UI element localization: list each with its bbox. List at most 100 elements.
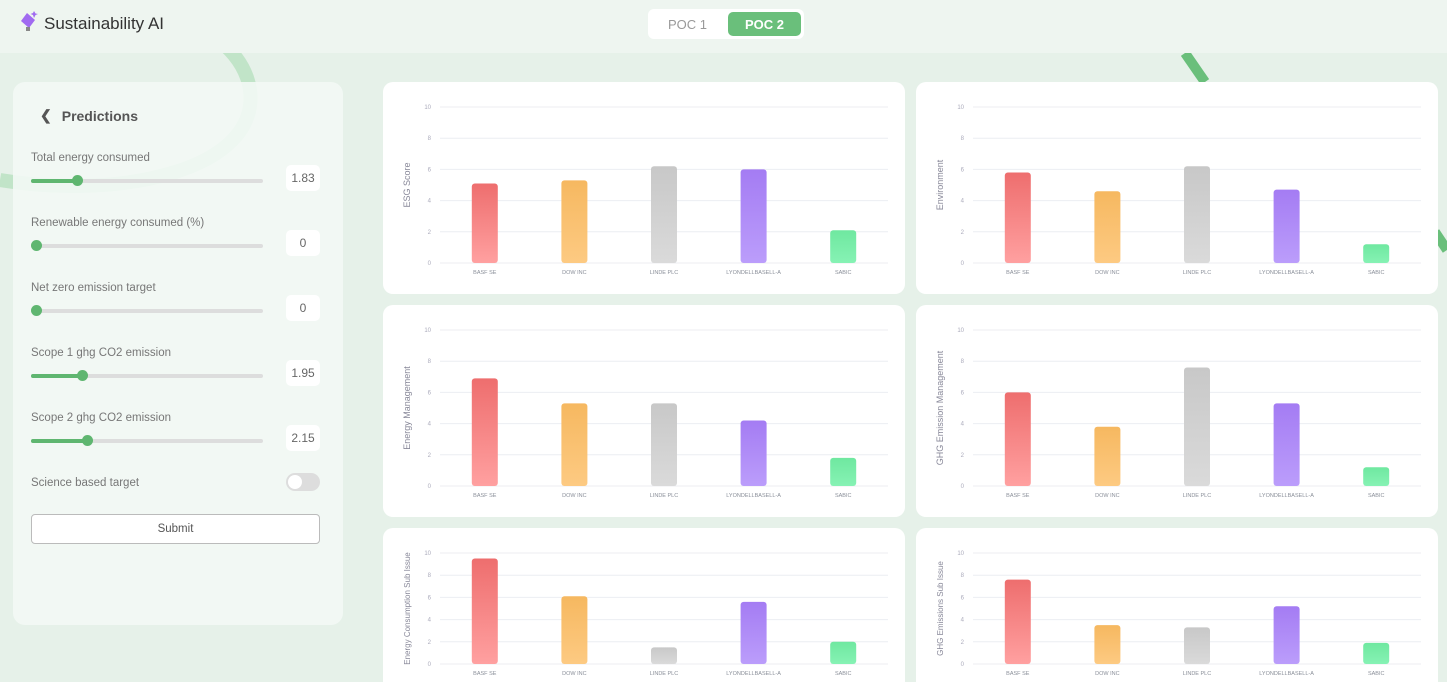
x-tick-label: SABIC [835, 493, 852, 499]
bar-basf-se[interactable] [471, 558, 498, 664]
slider-value-input[interactable]: 1.95 [286, 360, 320, 386]
sparkle-logo-icon [21, 11, 38, 31]
slider-value-input[interactable]: 1.83 [286, 165, 320, 191]
bar-sabic[interactable] [1363, 467, 1390, 486]
y-tick-label: 6 [428, 167, 432, 173]
x-tick-label: SABIC [1368, 493, 1385, 499]
x-tick-label: LYONDELLBASELL-A [726, 493, 781, 499]
slider-value-input[interactable]: 0 [286, 230, 320, 256]
bar-linde-plc[interactable] [651, 403, 677, 486]
y-tick-label: 10 [424, 105, 431, 111]
x-tick-label: BASF SE [473, 493, 497, 499]
slider-label: Scope 2 ghg CO2 emission [31, 412, 171, 424]
bar-lyondellbasell-a[interactable] [740, 420, 767, 486]
slider-label: Scope 1 ghg CO2 emission [31, 347, 171, 359]
y-tick-label: 0 [428, 261, 432, 267]
y-tick-label: 8 [961, 573, 965, 579]
slider-thumb[interactable] [81, 435, 93, 446]
y-tick-label: 4 [428, 422, 432, 428]
y-tick-label: 10 [424, 551, 431, 557]
bar-sabic[interactable] [830, 641, 857, 664]
slider-track[interactable] [31, 370, 263, 381]
tab-poc-1[interactable]: POC 1 [667, 16, 707, 32]
bar-lyondellbasell-a[interactable] [1273, 189, 1300, 263]
bar-dow-inc[interactable] [1094, 426, 1121, 486]
bar-dow-inc[interactable] [1094, 625, 1121, 664]
bar-lyondellbasell-a[interactable] [1273, 606, 1300, 664]
y-axis-label: Environment [935, 159, 945, 210]
bar-sabic[interactable] [1363, 642, 1390, 664]
bar-chart: 0 2 4 6 8 10 Environment BASF SE DOW INC LINDE PL… [935, 105, 1421, 276]
y-tick-label: 6 [961, 390, 965, 396]
slider-label: Total energy consumed [31, 152, 150, 164]
y-axis-label: Energy Consumption Sub Issue [403, 552, 412, 665]
bar-linde-plc[interactable] [651, 166, 677, 263]
bar-lyondellbasell-a[interactable] [740, 169, 767, 263]
slider-track[interactable] [31, 435, 263, 446]
bar-basf-se[interactable] [1004, 579, 1031, 664]
y-tick-label: 0 [961, 662, 965, 668]
slider-value-input[interactable]: 0 [286, 295, 320, 321]
x-tick-label: BASF SE [1006, 671, 1030, 677]
bar-linde-plc[interactable] [651, 647, 677, 664]
slider-thumb[interactable] [31, 305, 42, 316]
slider-fill [31, 179, 78, 183]
y-tick-label: 10 [957, 328, 964, 334]
y-tick-label: 2 [428, 640, 432, 646]
x-tick-label: LYONDELLBASELL-A [1259, 493, 1314, 499]
panel-title: Predictions [61, 107, 138, 124]
y-tick-label: 6 [961, 167, 965, 173]
bar-sabic[interactable] [1363, 244, 1390, 263]
y-tick-label: 8 [428, 573, 432, 579]
slider-track[interactable] [31, 305, 263, 316]
y-tick-label: 6 [961, 595, 965, 601]
bar-basf-se[interactable] [471, 183, 498, 263]
slider-thumb[interactable] [77, 370, 89, 381]
y-tick-label: 2 [961, 230, 965, 236]
bar-dow-inc[interactable] [561, 403, 588, 486]
slider-track[interactable] [31, 240, 263, 251]
bar-basf-se[interactable] [471, 378, 498, 486]
x-tick-label: BASF SE [1006, 270, 1030, 276]
bar-chart: 0 2 4 6 8 10 Energy Consumption Sub Issue BASF … [403, 551, 888, 677]
bar-basf-se[interactable] [1004, 392, 1031, 486]
bar-dow-inc[interactable] [561, 596, 588, 664]
x-tick-label: LINDE PLC [1183, 671, 1211, 677]
y-tick-label: 2 [428, 230, 432, 236]
y-axis-label: Energy Management [402, 366, 412, 450]
submit-button[interactable]: Submit [31, 514, 320, 544]
x-tick-label: LINDE PLC [650, 270, 678, 276]
bar-linde-plc[interactable] [1184, 627, 1210, 664]
x-tick-label: LYONDELLBASELL-A [1259, 671, 1314, 677]
y-tick-label: 10 [424, 328, 431, 334]
back-button[interactable]: ❮ Predictions [40, 107, 138, 124]
y-tick-label: 2 [961, 453, 965, 459]
bar-dow-inc[interactable] [1094, 191, 1121, 263]
slider-label: Net zero emission target [31, 282, 156, 294]
x-tick-label: LINDE PLC [650, 493, 678, 499]
bar-sabic[interactable] [830, 230, 857, 263]
x-tick-label: BASF SE [473, 270, 497, 276]
bar-dow-inc[interactable] [561, 180, 588, 263]
y-tick-label: 0 [428, 484, 432, 490]
x-tick-label: LINDE PLC [1183, 493, 1211, 499]
x-tick-label: SABIC [835, 671, 852, 677]
bar-linde-plc[interactable] [1184, 367, 1210, 486]
x-tick-label: DOW INC [562, 671, 586, 677]
bar-lyondellbasell-a[interactable] [740, 601, 767, 664]
x-tick-label: LYONDELLBASELL-A [726, 671, 781, 677]
bar-lyondellbasell-a[interactable] [1273, 403, 1300, 486]
slider-thumb[interactable] [31, 240, 42, 251]
science-based-target-toggle[interactable] [286, 473, 320, 491]
science-based-target-field: Science based target [31, 473, 321, 491]
slider-value-input[interactable]: 2.15 [286, 425, 320, 451]
bar-sabic[interactable] [830, 457, 857, 486]
slider-track[interactable] [31, 175, 263, 186]
tab-poc-2[interactable]: POC 2 [728, 12, 801, 36]
bar-basf-se[interactable] [1004, 172, 1031, 263]
y-tick-label: 8 [428, 136, 432, 142]
y-tick-label: 8 [961, 359, 965, 365]
slider-thumb[interactable] [72, 175, 84, 186]
y-tick-label: 10 [957, 105, 964, 111]
bar-linde-plc[interactable] [1184, 166, 1210, 263]
